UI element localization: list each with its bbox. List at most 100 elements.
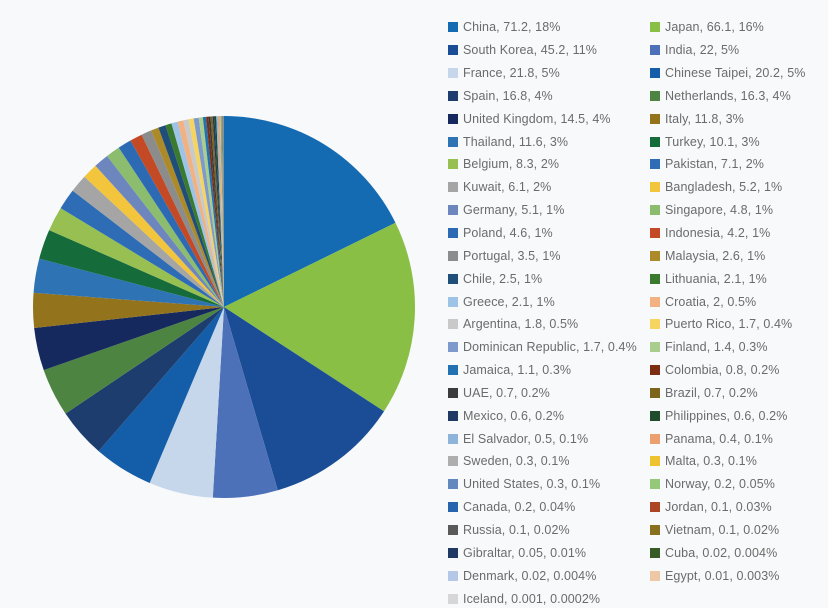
- pie-slice-lithuania: [165, 123, 224, 307]
- legend-swatch-icon: [650, 342, 660, 353]
- pie-slice-italy: [32, 292, 224, 328]
- legend-item-malta: Malta, 0.3, 0.1%: [650, 450, 826, 473]
- pie-slice-el-salvador: [216, 116, 224, 307]
- pie-slice-south-korea: [224, 307, 384, 491]
- pie-slice-jamaica: [202, 116, 224, 307]
- pie-slice-uae: [208, 116, 224, 307]
- pie-slice-china: [224, 116, 396, 307]
- legend-label: UAE, 0.7, 0.2%: [463, 385, 550, 400]
- legend-label: Chinese Taipei, 20.2, 5%: [665, 66, 806, 81]
- legend-label: Netherlands, 16.3, 4%: [665, 88, 791, 103]
- legend-swatch-icon: [448, 433, 458, 444]
- legend-swatch-icon: [650, 296, 660, 307]
- pie-slice-united-kingdom: [34, 307, 225, 371]
- legend-item-poland: Poland, 4.6, 1%: [448, 222, 650, 245]
- legend-item-chinese-taipei: Chinese Taipei, 20.2, 5%: [650, 62, 826, 85]
- legend-item-united-kingdom: United Kingdom, 14.5, 4%: [448, 107, 650, 130]
- pie-slice-bangladesh: [84, 165, 224, 307]
- legend-swatch-icon: [448, 524, 458, 535]
- legend-label: France, 21.8, 5%: [463, 66, 560, 81]
- legend-item-singapore: Singapore, 4.8, 1%: [650, 199, 826, 222]
- legend-swatch-icon: [448, 159, 458, 170]
- pie-slice-canada: [222, 116, 224, 307]
- legend-swatch-icon: [650, 570, 660, 581]
- legend-item-jordan: Jordan, 0.1, 0.03%: [650, 496, 826, 519]
- pie-chart: [32, 115, 416, 498]
- legend-swatch-icon: [650, 273, 660, 284]
- legend-swatch-icon: [448, 68, 458, 79]
- pie-slice-dominican-republic: [193, 117, 224, 307]
- legend-label: South Korea, 45.2, 11%: [463, 43, 598, 58]
- legend-swatch-icon: [448, 250, 458, 261]
- legend-item-cuba: Cuba, 0.02, 0.004%: [650, 541, 826, 564]
- legend-item-finland: Finland, 1.4, 0.3%: [650, 336, 826, 359]
- pie-slice-india: [212, 307, 278, 498]
- pie-slice-netherlands: [43, 307, 225, 414]
- legend-swatch-icon: [650, 90, 660, 101]
- legend-label: Egypt, 0.01, 0.003%: [665, 568, 780, 583]
- legend-label: Panama, 0.4, 0.1%: [665, 431, 774, 446]
- legend-label: Iceland, 0.001, 0.0002%: [463, 591, 601, 606]
- legend-label: United States, 0.3, 0.1%: [463, 477, 601, 492]
- legend-label: Bangladesh, 5.2, 1%: [665, 180, 783, 195]
- legend-swatch-icon: [448, 205, 458, 216]
- legend-label: Jordan, 0.1, 0.03%: [665, 500, 772, 515]
- legend-item-philippines: Philippines, 0.6, 0.2%: [650, 404, 826, 427]
- legend-item-russia: Russia, 0.1, 0.02%: [448, 519, 650, 542]
- legend-label: Pakistan, 7.1, 2%: [665, 157, 764, 172]
- pie-slice-colombia: [206, 116, 224, 307]
- legend-item-sweden: Sweden, 0.3, 0.1%: [448, 450, 650, 473]
- legend-item-thailand: Thailand, 11.6, 3%: [448, 130, 650, 153]
- legend-label: Chile, 2.5, 1%: [463, 271, 543, 286]
- legend-swatch-icon: [650, 22, 660, 33]
- pie-slice-argentina: [183, 119, 224, 307]
- legend-label: Argentina, 1.8, 0.5%: [463, 317, 579, 332]
- legend-label: Philippines, 0.6, 0.2%: [665, 408, 788, 423]
- pie-slice-vietnam: [223, 115, 224, 308]
- legend-item-france: France, 21.8, 5%: [448, 62, 650, 85]
- legend-swatch-icon: [650, 365, 660, 376]
- pie-slice-france: [149, 307, 224, 498]
- legend-swatch-icon: [448, 410, 458, 421]
- legend-label: China, 71.2, 18%: [463, 20, 561, 35]
- legend-swatch-icon: [650, 205, 660, 216]
- legend-column-left: China, 71.2, 18% South Korea, 45.2, 11% Fr…: [448, 16, 650, 608]
- legend-item-panama: Panama, 0.4, 0.1%: [650, 427, 826, 450]
- legend-swatch-icon: [650, 228, 660, 239]
- legend-label: India, 22, 5%: [665, 43, 740, 58]
- legend-swatch-icon: [448, 296, 458, 307]
- legend-item-germany: Germany, 5.1, 1%: [448, 199, 650, 222]
- legend-item-puerto-rico: Puerto Rico, 1.7, 0.4%: [650, 313, 826, 336]
- legend-item-mexico: Mexico, 0.6, 0.2%: [448, 404, 650, 427]
- legend-label: Cuba, 0.02, 0.004%: [665, 545, 778, 560]
- legend-item-gibraltar: Gibraltar, 0.05, 0.01%: [448, 541, 650, 564]
- legend-item-norway: Norway, 0.2, 0.05%: [650, 473, 826, 496]
- legend-item-denmark: Denmark, 0.02, 0.004%: [448, 564, 650, 587]
- legend-label: Puerto Rico, 1.7, 0.4%: [665, 317, 793, 332]
- legend-swatch-icon: [448, 182, 458, 193]
- legend-swatch-icon: [448, 365, 458, 376]
- legend-item-italy: Italy, 11.8, 3%: [650, 107, 826, 130]
- legend-swatch-icon: [650, 250, 660, 261]
- legend-label: Denmark, 0.02, 0.004%: [463, 568, 597, 583]
- legend-label: Mexico, 0.6, 0.2%: [463, 408, 565, 423]
- legend-item-spain: Spain, 16.8, 4%: [448, 85, 650, 108]
- legend-item-canada: Canada, 0.2, 0.04%: [448, 496, 650, 519]
- legend-label: Portugal, 3.5, 1%: [463, 248, 561, 263]
- legend-label: Turkey, 10.1, 3%: [665, 134, 760, 149]
- legend-swatch-icon: [650, 113, 660, 124]
- legend-label: Colombia, 0.8, 0.2%: [665, 363, 780, 378]
- legend-label: Jamaica, 1.1, 0.3%: [463, 363, 572, 378]
- legend-item-chile: Chile, 2.5, 1%: [448, 267, 650, 290]
- legend-item-dominican-republic: Dominican Republic, 1.7, 0.4%: [448, 336, 650, 359]
- pie-slice-germany: [95, 155, 225, 307]
- legend-item-egypt: Egypt, 0.01, 0.003%: [650, 564, 826, 587]
- legend-label: Norway, 0.2, 0.05%: [665, 477, 775, 492]
- legend-item-malaysia: Malaysia, 2.6, 1%: [650, 244, 826, 267]
- legend-swatch-icon: [650, 182, 660, 193]
- legend-label: Malta, 0.3, 0.1%: [665, 454, 757, 469]
- pie-slice-russia: [223, 115, 224, 308]
- legend-item-iceland: Iceland, 0.001, 0.0002%: [448, 587, 650, 608]
- legend-swatch-icon: [650, 502, 660, 513]
- legend-swatch-icon: [448, 502, 458, 513]
